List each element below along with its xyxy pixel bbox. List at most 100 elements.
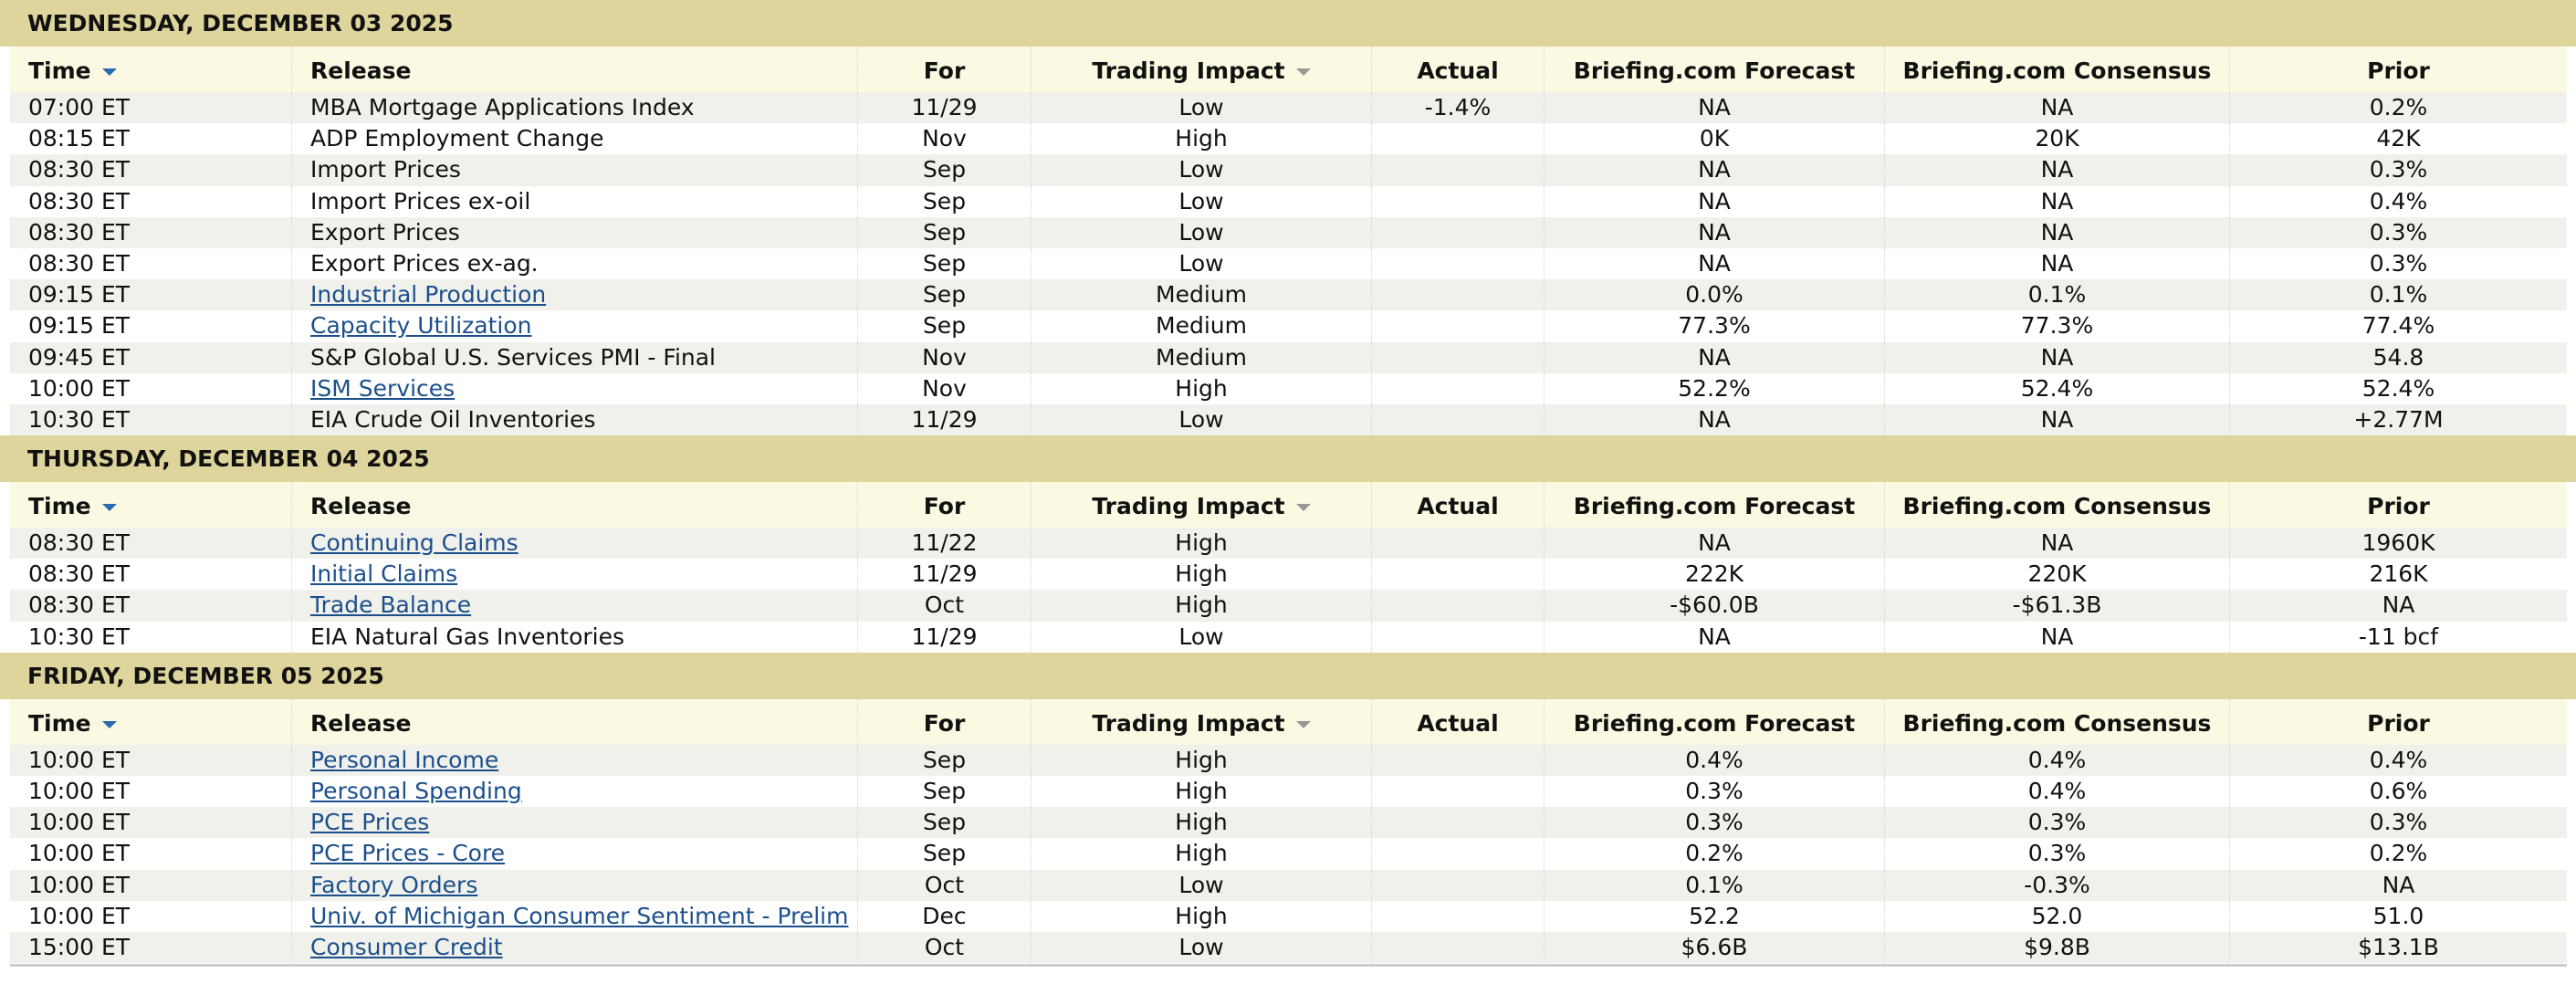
time-cell: 08:30 ET xyxy=(10,247,292,280)
for-cell: Sep xyxy=(858,185,1031,217)
event-row: 10:00 ET ISM Services Nov High 52.2% 52.4% 52.… xyxy=(10,372,2567,404)
time-cell: 10:00 ET xyxy=(10,838,292,870)
trading-impact-cell: Low xyxy=(1031,403,1372,436)
for-header: For xyxy=(858,47,1031,92)
release-link[interactable]: Initial Claims xyxy=(310,560,458,588)
time-cell: 10:30 ET xyxy=(10,621,292,653)
trading-impact-cell: Low xyxy=(1031,931,1372,964)
release-link[interactable]: Trade Balance xyxy=(310,591,472,619)
release-cell: EIA Natural Gas Inventories xyxy=(292,621,858,653)
forecast-cell: NA xyxy=(1545,92,1885,124)
forecast-cell: 52.2% xyxy=(1545,372,1885,404)
release-link[interactable]: Factory Orders xyxy=(310,871,478,898)
release-header: Release xyxy=(292,47,858,92)
for-cell: Sep xyxy=(858,279,1031,311)
forecast-cell: 77.3% xyxy=(1545,310,1885,342)
trading-impact-cell: High xyxy=(1031,559,1372,591)
prior-cell: 0.4% xyxy=(2369,746,2428,773)
consensus-cell: $9.8B xyxy=(1885,931,2230,964)
time-cell: 09:45 ET xyxy=(10,341,292,373)
consensus-cell: 0.4% xyxy=(1885,776,2230,808)
header-text: For xyxy=(923,709,966,737)
release-link[interactable]: Personal Spending xyxy=(310,778,522,804)
header-text: Briefing.com Forecast xyxy=(1573,493,1856,520)
release-link[interactable]: PCE Prices - Core xyxy=(310,840,506,867)
day-header: WEDNESDAY, DECEMBER 03 2025 xyxy=(0,0,2576,47)
consensus-cell: NA xyxy=(1885,403,2230,436)
trading-impact-cell: Low xyxy=(1031,185,1372,217)
actual-cell xyxy=(1372,807,1545,839)
time-header[interactable]: Time xyxy=(10,698,292,745)
for-cell: Dec xyxy=(858,900,1031,932)
event-row: 09:45 ET S&P Global U.S. Services PMI - F… xyxy=(10,341,2567,373)
event-row: 10:00 ET Factory Orders Oct Low 0.1% -0.3% NA xyxy=(10,869,2567,901)
trading-impact-cell: High xyxy=(1031,590,1372,622)
sort-arrow[interactable] xyxy=(101,68,117,76)
sort-arrow[interactable] xyxy=(101,504,117,512)
trading-impact-cell: High xyxy=(1031,372,1372,404)
event-row: 08:30 ET Export Prices ex-ag. Sep Low NA NA 0.… xyxy=(10,247,2567,280)
sort-arrow[interactable] xyxy=(101,720,117,728)
consensus-cell: NA xyxy=(1885,216,2230,248)
release-link[interactable]: Univ. of Michigan Consumer Sentiment - P… xyxy=(310,902,849,929)
column-header-row: Time Release For Trading Impact Actual Briefi… xyxy=(10,698,2567,745)
release-cell: MBA Mortgage Applications Index xyxy=(292,92,858,124)
release-link[interactable]: PCE Prices xyxy=(310,809,430,836)
prior-header: Prior xyxy=(2230,699,2567,745)
prior-cell: 1960K xyxy=(2361,529,2435,557)
trading-impact-header[interactable]: Trading Impact xyxy=(1031,698,1372,745)
release-link[interactable]: Industrial Production xyxy=(310,281,547,309)
consensus-header: Briefing.com Consensus xyxy=(1885,47,2230,92)
sort-arrow[interactable] xyxy=(1295,68,1311,76)
forecast-cell: 0K xyxy=(1545,123,1885,155)
day-header: FRIDAY, DECEMBER 05 2025 xyxy=(0,652,2576,699)
time-header[interactable]: Time xyxy=(10,47,292,92)
actual-header: Actual xyxy=(1372,698,1545,745)
consensus-header: Briefing.com Consensus xyxy=(1885,698,2230,745)
time-cell: 10:30 ET xyxy=(10,403,292,436)
consensus-cell: 0.3% xyxy=(1885,807,2230,839)
column-header-row: Time Release For Trading Impact Actual Briefi… xyxy=(10,482,2567,529)
event-row: 07:00 ET MBA Mortgage Applications Index 1… xyxy=(10,92,2567,124)
time-cell: 10:00 ET xyxy=(10,900,292,932)
sort-arrow[interactable] xyxy=(1295,720,1311,728)
prior-cell: 216K xyxy=(2369,560,2428,588)
time-cell: 08:30 ET xyxy=(10,185,292,217)
event-row: 10:00 ET PCE Prices Sep High 0.3% 0.3% 0.3% xyxy=(10,807,2567,839)
trading-impact-cell: Low xyxy=(1031,92,1372,124)
time-cell: 09:15 ET xyxy=(10,279,292,311)
for-cell: Sep xyxy=(858,807,1031,839)
release-link[interactable]: Capacity Utilization xyxy=(310,312,532,340)
release-link[interactable]: Consumer Credit xyxy=(310,933,503,960)
sort-arrow[interactable] xyxy=(1295,504,1311,512)
trading-impact-cell: High xyxy=(1031,744,1372,776)
actual-cell xyxy=(1372,838,1545,870)
consensus-cell: 52.0 xyxy=(1885,900,2230,932)
event-row: 15:00 ET Consumer Credit Oct Low $6.6B $9.8B $… xyxy=(10,931,2567,964)
header-text[interactable]: Time xyxy=(28,493,91,520)
release-link[interactable]: Personal Income xyxy=(310,746,499,773)
trading-impact-header[interactable]: Trading Impact xyxy=(1031,47,1372,92)
consensus-cell: 0.1% xyxy=(1885,279,2230,311)
header-text[interactable]: Time xyxy=(28,709,91,737)
prior-cell: NA xyxy=(2382,871,2415,898)
for-cell: Sep xyxy=(858,744,1031,776)
forecast-cell: NA xyxy=(1545,154,1885,186)
consensus-cell: -0.3% xyxy=(1885,869,2230,901)
trading-impact-header[interactable]: Trading Impact xyxy=(1031,482,1372,529)
release-link[interactable]: ISM Services xyxy=(310,374,456,402)
time-header[interactable]: Time xyxy=(10,482,292,529)
for-cell: Sep xyxy=(858,310,1031,342)
prior-cell: 0.3% xyxy=(2369,249,2428,277)
release-cell: PCE Prices - Core xyxy=(292,838,858,870)
header-text[interactable]: Trading Impact xyxy=(1092,493,1285,520)
actual-cell xyxy=(1372,590,1545,622)
forecast-cell: NA xyxy=(1545,185,1885,217)
header-text[interactable]: Trading Impact xyxy=(1092,709,1285,737)
event-row: 09:15 ET Capacity Utilization Sep Medium 77.… xyxy=(10,310,2567,342)
release-link[interactable]: Continuing Claims xyxy=(310,529,518,557)
header-text[interactable]: Time xyxy=(28,58,91,84)
actual-cell xyxy=(1372,528,1545,560)
header-text[interactable]: Trading Impact xyxy=(1092,58,1285,84)
